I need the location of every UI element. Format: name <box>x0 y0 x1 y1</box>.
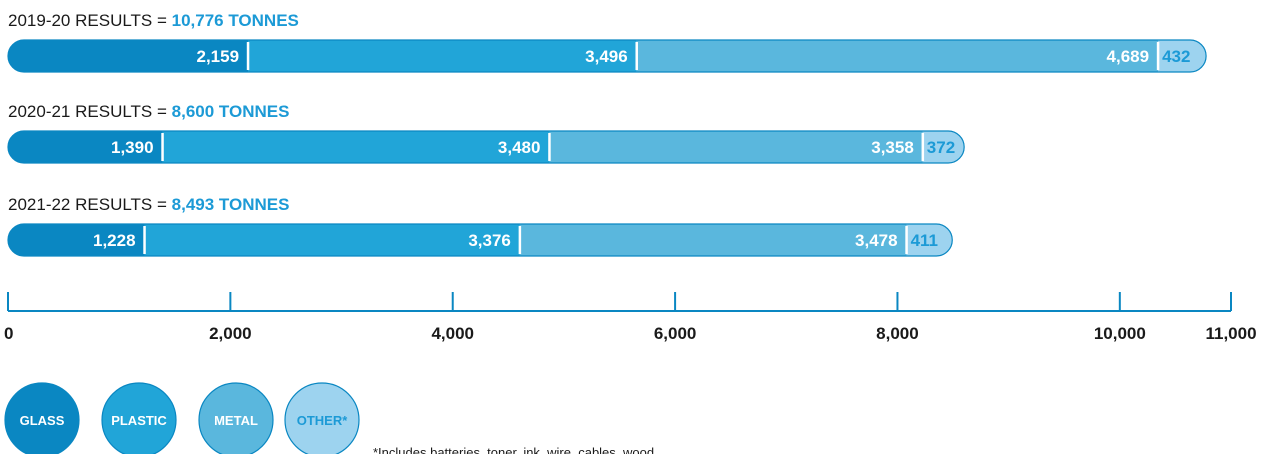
segment-value-label: 411 <box>911 231 938 250</box>
legend-label: GLASS <box>20 413 65 428</box>
segment-value-label: 1,390 <box>111 138 154 157</box>
bar-segment-metal <box>549 131 923 163</box>
legend-swatch-other <box>284 382 360 454</box>
segment-value-label: 3,358 <box>871 138 914 157</box>
segment-value-label: 2,159 <box>196 47 239 66</box>
stacked-bar-2019-20 <box>8 40 1207 72</box>
bar-segment-other <box>906 224 953 256</box>
row-total: 8,493 TONNES <box>172 195 290 214</box>
footnote: *Includes batteries, toner, ink, wire, c… <box>373 445 654 454</box>
stacked-bar-2021-22 <box>8 224 953 256</box>
segment-value-label: 372 <box>927 138 955 157</box>
legend-label: PLASTIC <box>111 413 167 428</box>
legend-swatch-glass <box>4 382 80 454</box>
bar-segment-other <box>922 131 965 163</box>
bar-segment-plastic <box>162 131 550 163</box>
row-title-text: 2021-22 RESULTS = <box>8 195 172 214</box>
bar-outline <box>7 223 953 257</box>
legend-label: METAL <box>214 413 258 428</box>
row-title: 2019-20 RESULTS = 10,776 TONNES <box>8 11 299 30</box>
x-tick-label: 10,000 <box>1094 324 1146 343</box>
bar-segment-other <box>1158 40 1207 72</box>
segment-value-label: 3,478 <box>855 231 898 250</box>
segment-value-label: 4,689 <box>1107 47 1150 66</box>
row-title-text: 2019-20 RESULTS = <box>8 11 172 30</box>
segment-value-label: 3,376 <box>468 231 511 250</box>
x-tick-label: 8,000 <box>876 324 919 343</box>
segment-value-label: 3,480 <box>498 138 541 157</box>
row-title: 2020-21 RESULTS = 8,600 TONNES <box>8 102 289 121</box>
stacked-bar-2020-21 <box>8 131 965 163</box>
segment-value-label: 432 <box>1162 47 1190 66</box>
segment-value-label: 1,228 <box>93 231 136 250</box>
x-tick-label: 2,000 <box>209 324 252 343</box>
x-tick-label: 0 <box>4 324 13 343</box>
x-tick-label: 11,000 <box>1205 324 1256 343</box>
row-title-text: 2020-21 RESULTS = <box>8 102 172 121</box>
bar-segment-glass <box>8 224 145 256</box>
row-title: 2021-22 RESULTS = 8,493 TONNES <box>8 195 289 214</box>
bar-segment-metal <box>519 224 907 256</box>
bar-segment-glass <box>8 131 163 163</box>
row-total: 10,776 TONNES <box>172 11 299 30</box>
legend-swatch-plastic <box>101 382 177 454</box>
legend-label: OTHER* <box>297 413 349 428</box>
x-tick-label: 4,000 <box>431 324 474 343</box>
legend-swatch-metal <box>198 382 274 454</box>
bar-segment-metal <box>636 40 1159 72</box>
row-total: 8,600 TONNES <box>172 102 290 121</box>
bar-segment-glass <box>8 40 249 72</box>
bar-outline <box>7 39 1207 73</box>
segment-value-label: 3,496 <box>585 47 628 66</box>
bar-segment-plastic <box>248 40 637 72</box>
bar-segment-plastic <box>144 224 520 256</box>
bar-outline <box>7 130 965 164</box>
x-tick-label: 6,000 <box>654 324 697 343</box>
